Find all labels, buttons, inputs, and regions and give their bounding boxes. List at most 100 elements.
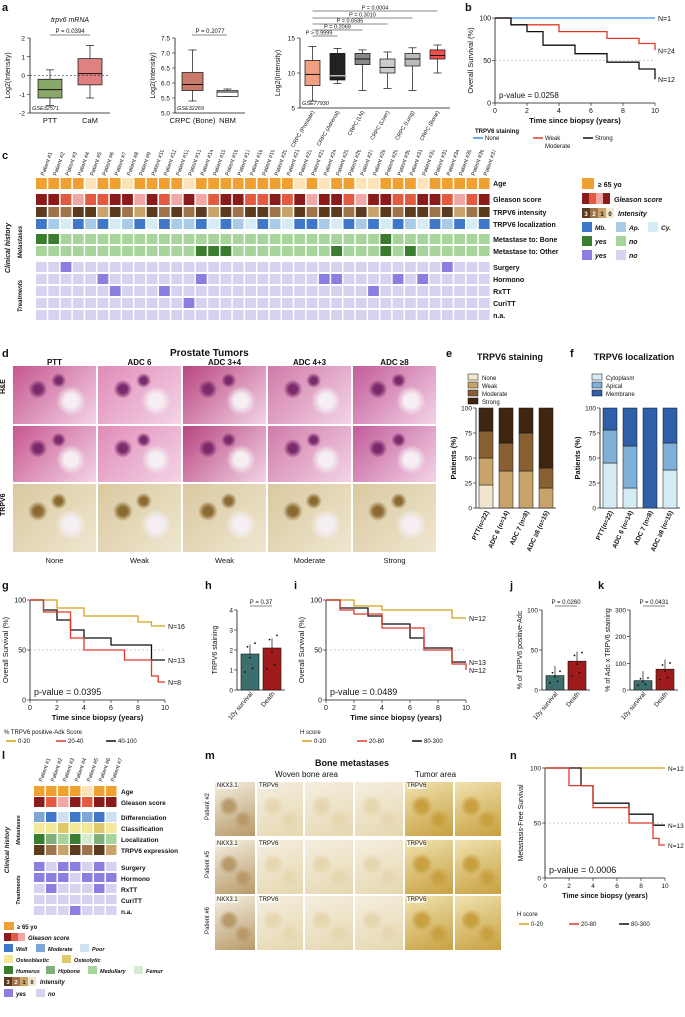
group-label: Metastases	[16, 815, 22, 845]
cell-treatment	[36, 298, 47, 308]
category-label: CRPC (Lung)	[395, 110, 417, 142]
cell-treatment	[343, 274, 355, 284]
row-label: Patient #2	[205, 792, 211, 820]
cell-localization	[331, 219, 342, 229]
cell-age	[405, 178, 416, 189]
data-point	[639, 677, 642, 680]
cell-treatment	[318, 274, 330, 284]
cell-treatment	[405, 310, 416, 320]
y-tick-label: 300	[615, 608, 626, 615]
p-value: P = 0.0004	[362, 6, 389, 12]
heatmap-cell	[70, 797, 81, 807]
cell-treatment	[466, 286, 478, 296]
cell-treatment	[97, 274, 109, 284]
intensity-label: None	[45, 556, 64, 565]
cell-met-other	[159, 246, 170, 256]
cell-met-other	[183, 246, 195, 256]
panel-k-bars: 0 100 200 300% of Adc x TRPV6 staining 10y s…	[605, 600, 678, 722]
panel-letter-c: c	[2, 150, 9, 162]
cell-treatment	[355, 298, 367, 308]
patient-label: Patient #37	[483, 150, 498, 177]
legend-label: 0-20	[314, 739, 327, 745]
cell-treatment	[195, 286, 207, 296]
row-label: Age	[121, 789, 134, 796]
data-point	[664, 670, 666, 673]
x-tick-label: 10	[661, 883, 669, 890]
cell-treatment	[331, 286, 342, 296]
legend-swatch	[616, 250, 626, 260]
y-tick-label: 1	[229, 668, 233, 675]
cell-intensity	[48, 207, 60, 217]
heatmap-cell	[94, 797, 105, 807]
cell-met-bone	[269, 234, 281, 244]
cell-treatment	[429, 298, 441, 308]
cell-gleason	[294, 194, 306, 205]
chart-title: TRPV6 staining	[477, 352, 543, 362]
cell-treatment	[97, 286, 109, 296]
cell-age	[97, 178, 109, 189]
cell-treatment	[159, 262, 170, 272]
cell-localization	[306, 219, 318, 229]
category-label: NBM	[219, 116, 236, 125]
cell-treatment	[441, 286, 453, 296]
cell-treatment	[257, 298, 269, 308]
cell-intensity	[466, 207, 478, 217]
cell-met-bone	[417, 234, 429, 244]
cell-treatment	[269, 298, 281, 308]
cell-treatment	[134, 310, 146, 320]
cell-treatment	[405, 274, 416, 284]
stacked-bar-segment	[518, 407, 534, 434]
he-image	[353, 366, 436, 424]
panel-letter-l: l	[2, 750, 6, 762]
intensity-label: Moderate	[293, 556, 326, 565]
y-tick-label: 75	[465, 431, 473, 438]
ihc-image	[257, 840, 303, 894]
cell-intensity	[159, 207, 170, 217]
heatmap-cell	[94, 895, 105, 904]
cell-age	[429, 178, 441, 189]
x-tick-label: 4	[557, 108, 561, 115]
legend-label: yes	[594, 253, 607, 260]
boxplot-gse32269: 5.0 5.5 6.0 6.5 7.0 7.5 Log2(Intensity) CRPC (B…	[150, 29, 245, 125]
cell-gleason	[355, 194, 367, 205]
cell-age	[60, 178, 72, 189]
stain-label: TRPV6	[407, 897, 427, 903]
cell-met-bone	[122, 234, 133, 244]
category-label: ADC 6 (n=14)	[611, 510, 635, 550]
stacked-bar-segment	[662, 407, 678, 444]
cell-treatment	[208, 310, 219, 320]
panel-letter-d: d	[2, 348, 9, 360]
cell-treatment	[306, 310, 318, 320]
cell-intensity	[380, 207, 392, 217]
cell-treatment	[417, 298, 429, 308]
data-point	[549, 681, 551, 684]
cell-treatment	[36, 310, 47, 320]
cell-met-other	[282, 246, 293, 256]
y-tick-label: 50	[18, 648, 26, 655]
cell-treatment	[232, 298, 244, 308]
intensity-label: Strong	[383, 556, 406, 565]
heatmap-cell	[34, 797, 45, 807]
n-label: N=13	[168, 658, 185, 665]
cell-treatment	[269, 274, 281, 284]
row-label: TRPV6	[0, 493, 7, 516]
legend-swatch	[4, 966, 13, 974]
cell-treatment	[159, 310, 170, 320]
n-label: N=12	[469, 616, 486, 623]
cell-gleason	[109, 194, 121, 205]
panel-d-histology: Prostate Tumors PTT None ADC 6 Weak ADC 3+4 W…	[0, 348, 440, 580]
legend-label: Strong	[595, 136, 613, 142]
n-label: N=12	[668, 766, 684, 773]
x-tick-label: 4	[82, 705, 86, 712]
he-zoom-image	[98, 426, 181, 482]
cell-treatment	[294, 274, 306, 284]
column-label: ADC ≥8	[380, 358, 409, 367]
heatmap-cell	[58, 786, 69, 796]
cell-age	[343, 178, 355, 189]
legend-label: 2	[592, 212, 596, 218]
he-zoom-image	[268, 426, 351, 482]
heatmap-cell	[70, 834, 81, 844]
cell-met-bone	[355, 234, 367, 244]
cell-treatment	[159, 298, 170, 308]
stacked-bar-segment	[662, 469, 678, 509]
